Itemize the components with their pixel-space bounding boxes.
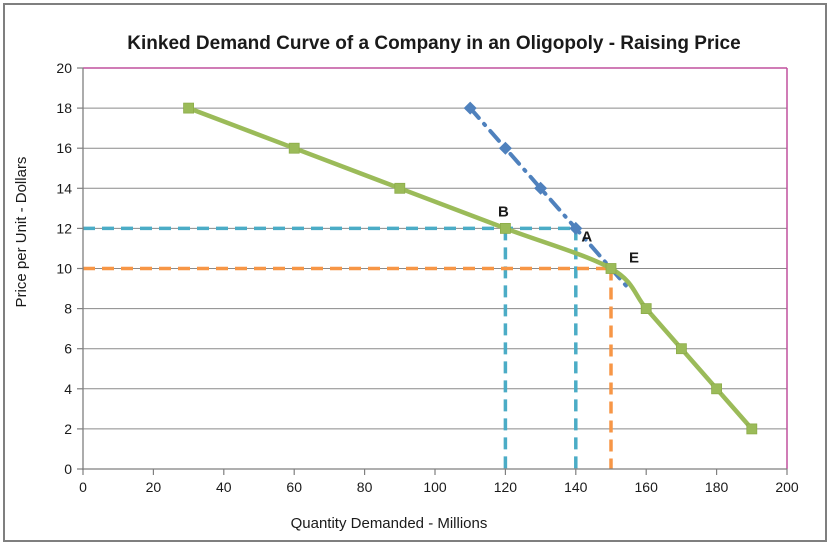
x-axis-title: Quantity Demanded - Millions [291,515,488,532]
demand-curve-marker [605,263,617,274]
x-tick-label: 0 [79,479,87,495]
raising-price-line-marker [463,101,477,115]
demand-curve-marker [183,102,195,114]
x-tick-label: 180 [705,479,729,495]
demand-curve-marker [640,303,652,315]
y-axis-title: Price per Unit - Dollars [13,157,30,308]
demand-curve-marker [288,142,300,154]
x-tick-label: 200 [775,479,799,495]
y-tick-label: 12 [56,220,72,236]
x-tick-label: 160 [635,479,659,495]
y-tick-label: 4 [64,381,72,397]
x-tick-label: 120 [494,479,518,495]
y-tick-label: 8 [64,301,72,317]
demand-curve-marker [394,182,406,194]
y-tick-label: 10 [56,261,72,277]
demand-curve-line [187,105,754,431]
demand-curve-marker [676,343,687,355]
raising-price-line-marker [569,221,583,235]
y-tick-label: 16 [56,140,72,156]
x-tick-label: 20 [146,479,162,495]
x-tick-label: 140 [564,479,588,495]
raising-price-line-marker [498,141,512,155]
x-tick-label: 100 [423,479,447,495]
y-tick-label: 2 [64,421,72,437]
demand-curve-marker [746,423,758,435]
x-tick-label: 60 [286,479,302,495]
point-label-E: E [629,250,639,267]
chart-title: Kinked Demand Curve of a Company in an O… [127,33,740,54]
demand-curve-marker [711,383,722,395]
x-tick-label: 80 [357,479,373,495]
x-tick-label: 40 [216,479,232,495]
y-tick-label: 18 [56,100,72,116]
point-label-B: B [498,203,509,220]
raising-price-line-marker [534,181,548,195]
y-tick-label: 0 [64,461,72,477]
point-label-A: A [581,228,592,245]
y-tick-label: 20 [56,60,72,76]
raising-price-line-line [468,106,631,291]
demand-curve-marker [499,222,511,234]
y-tick-label: 14 [56,180,72,196]
y-tick-label: 6 [64,341,72,357]
